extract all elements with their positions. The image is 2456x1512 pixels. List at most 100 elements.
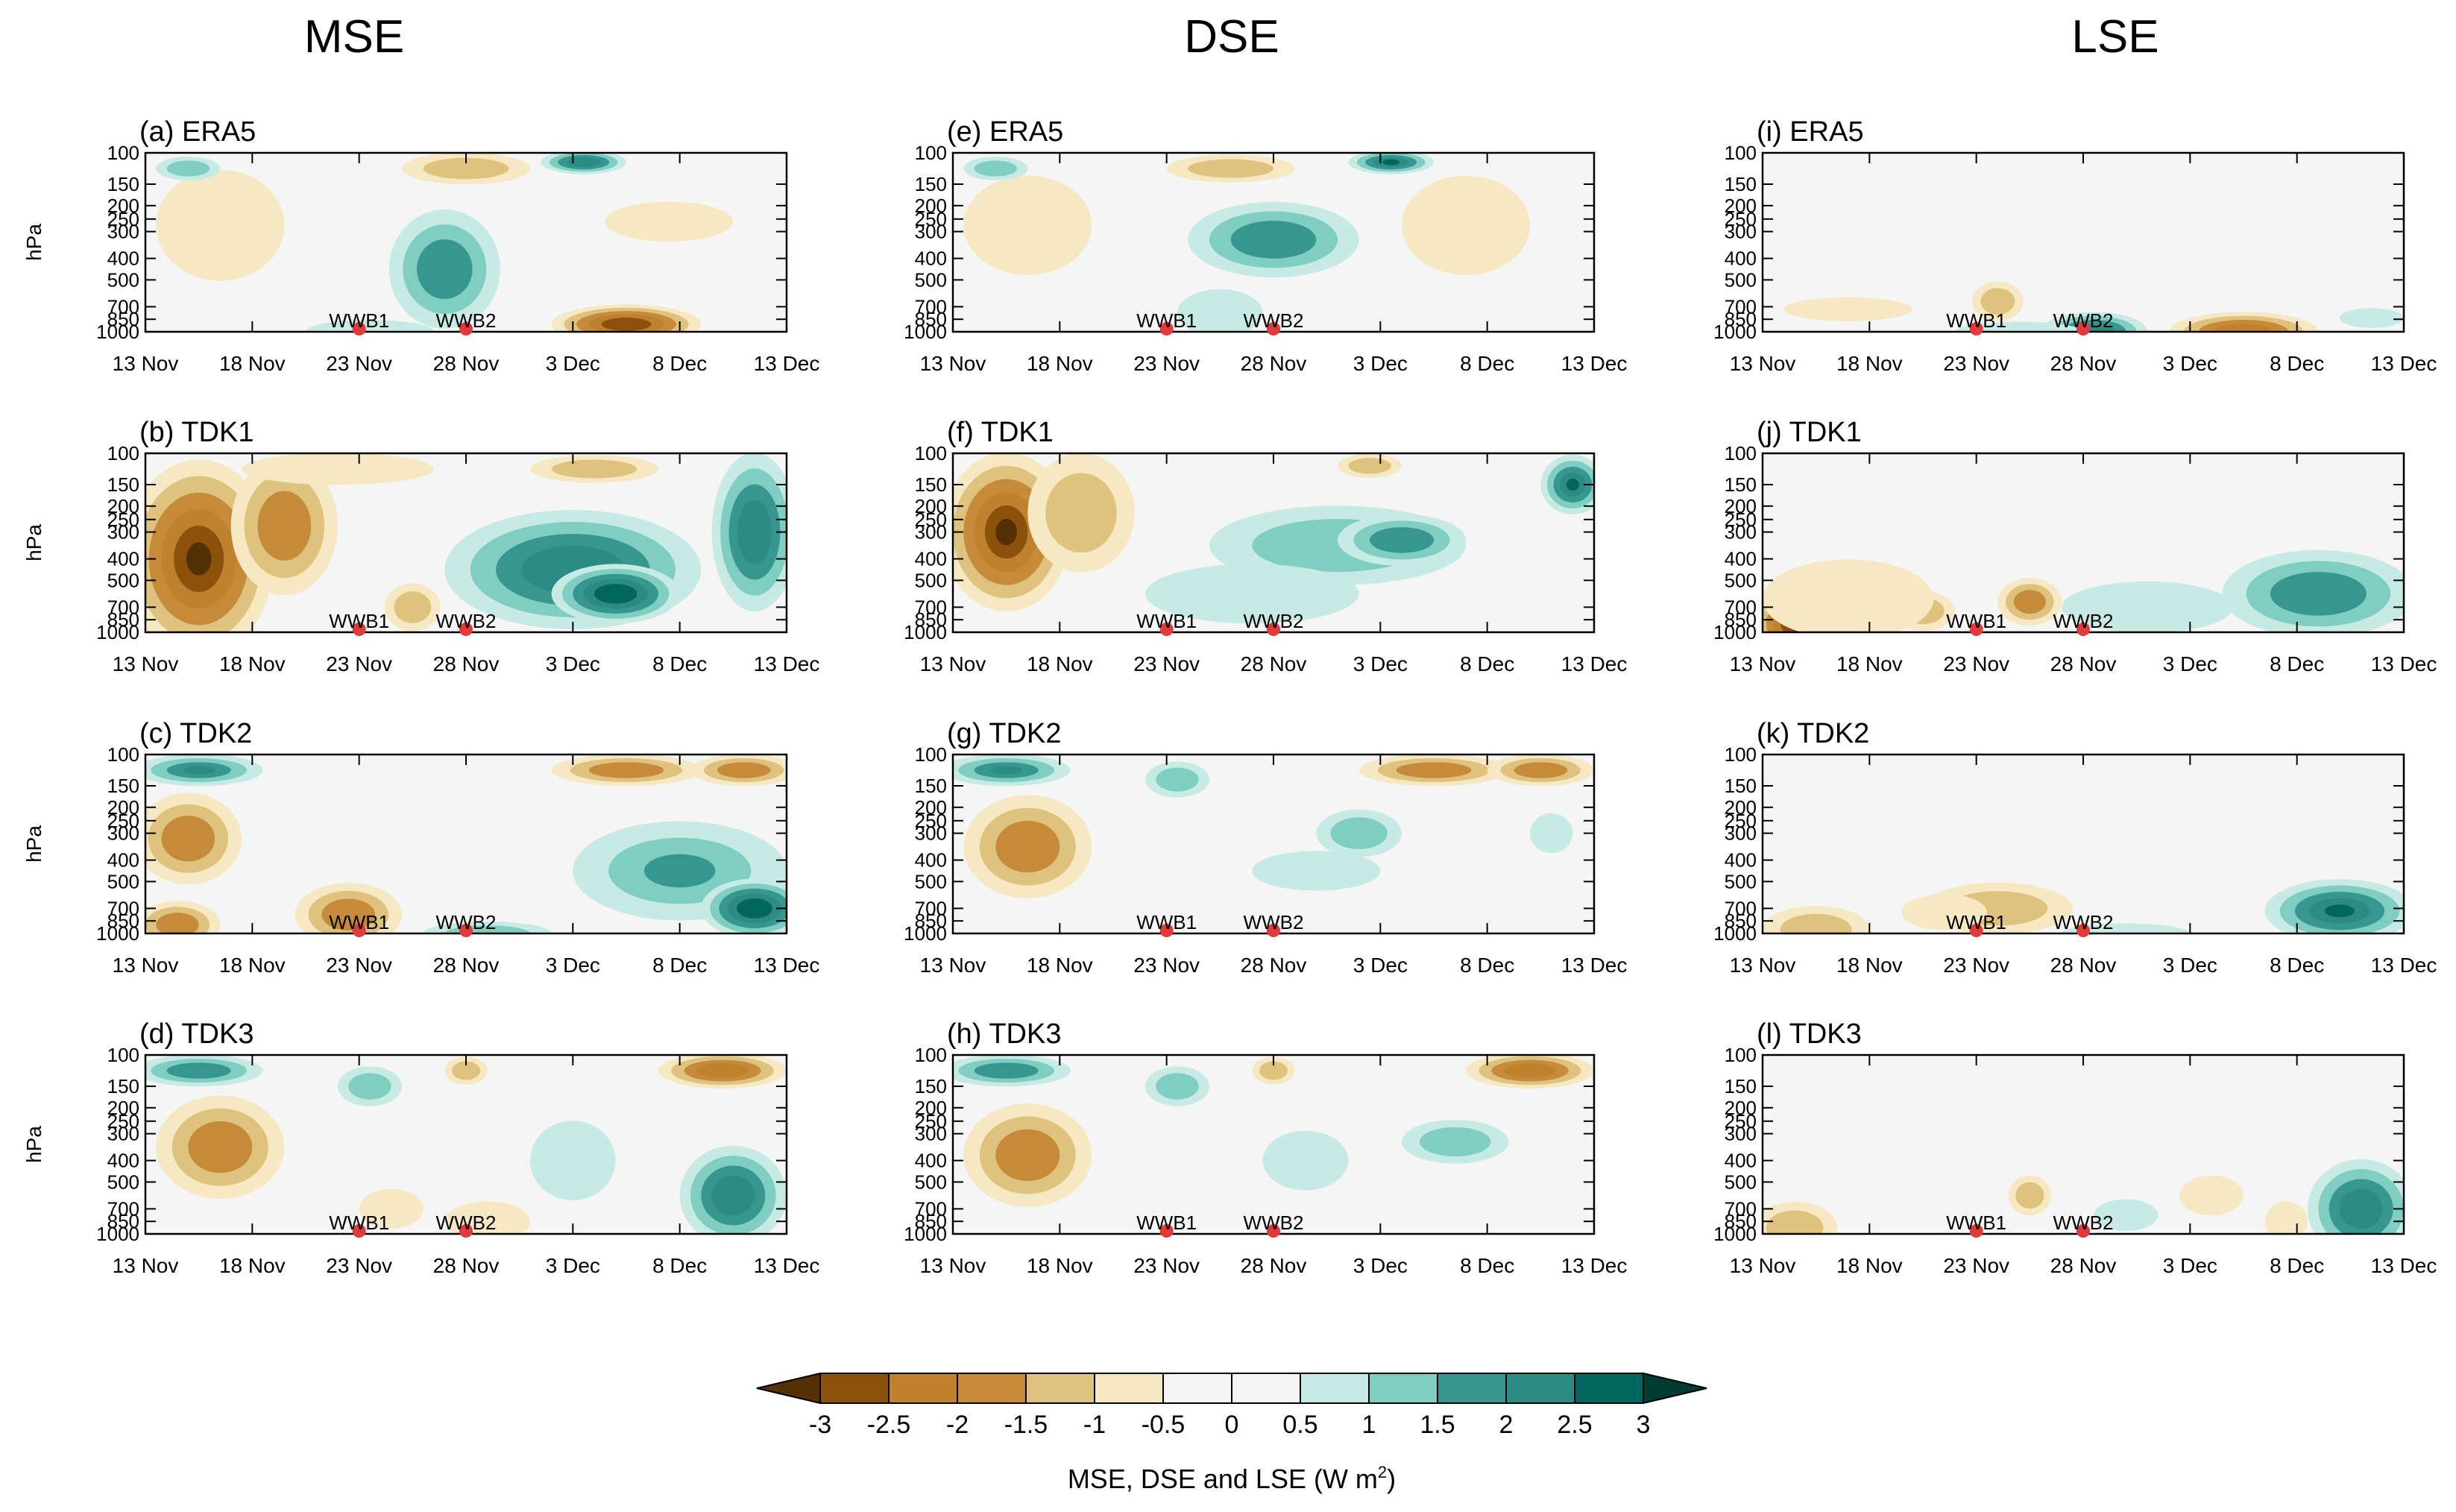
contour-j-5-2 [2104, 594, 2191, 620]
ytick-label: 850 [107, 608, 139, 631]
ytick-label: 500 [107, 569, 139, 591]
xtick-label: 28 Nov [2050, 1254, 2117, 1277]
xtick-label: 3 Dec [546, 652, 600, 675]
colorbar-box-0 [819, 1373, 889, 1404]
ytick-label: 200 [1725, 195, 1757, 217]
event-marker-wwb2 [459, 924, 473, 937]
ytick-label: 700 [915, 897, 947, 919]
event-marker-wwb2 [2076, 623, 2090, 636]
contour-i-5-2 [1987, 327, 2051, 332]
event-label-wwb1: WWB1 [1136, 610, 1197, 632]
event-label-wwb1: WWB1 [329, 610, 389, 632]
event-label-wwb2: WWB2 [436, 610, 497, 632]
xtick-label: 8 Dec [2270, 954, 2324, 977]
xtick-label: 13 Dec [754, 652, 820, 675]
colorbar-title: MSE, DSE and LSE (W m2) [1068, 1463, 1396, 1494]
event-label-wwb2: WWB2 [436, 1212, 497, 1234]
colorbar-box-6 [1231, 1373, 1301, 1404]
contour-l-0-3 [1780, 1219, 1810, 1234]
xtick-label: 13 Dec [1561, 352, 1628, 375]
contour-a-6-3 [177, 164, 199, 173]
contour-g-2-4 [1414, 766, 1453, 775]
colorbar-box-3 [1025, 1373, 1095, 1404]
contour-g-0-4 [990, 766, 1023, 775]
event-marker-wwb2 [1267, 1224, 1280, 1238]
xtick-label: 3 Dec [1353, 1254, 1408, 1277]
ytick-label: 200 [107, 796, 139, 819]
ytick-label: 400 [107, 248, 139, 270]
event-marker-wwb1 [352, 1224, 366, 1238]
xtick-label: 28 Nov [433, 954, 500, 977]
event-marker-wwb2 [2076, 322, 2090, 336]
ytick-label: 300 [107, 822, 139, 845]
event-label-wwb2: WWB2 [2053, 1212, 2114, 1234]
ytick-label: 250 [107, 508, 139, 531]
ytick-label: 400 [107, 849, 139, 872]
event-marker-wwb2 [2076, 1224, 2090, 1238]
ytick-label: 850 [1725, 608, 1757, 631]
colorbar-tick-label: 2.5 [1557, 1411, 1592, 1439]
contour-c-4-4 [607, 766, 646, 775]
xtick-label: 3 Dec [1353, 652, 1408, 675]
anomaly-field [1763, 879, 2404, 933]
ytick-label: 100 [107, 1044, 139, 1066]
contour-e-0-5 [1382, 159, 1400, 166]
ytick-label: 700 [1725, 596, 1757, 618]
ytick-label: 300 [107, 521, 139, 544]
event-label-wwb1: WWB1 [1136, 911, 1197, 933]
ytick-label: 100 [915, 442, 947, 464]
ytick-label: 250 [107, 810, 139, 832]
ytick-label: 1000 [96, 621, 139, 643]
xtick-label: 23 Nov [1133, 1254, 1200, 1277]
xtick-label: 13 Dec [2371, 954, 2437, 977]
xtick-label: 3 Dec [1353, 352, 1408, 375]
contour-h-2-5 [1517, 1067, 1543, 1074]
panel-label: (i) ERA5 [1757, 116, 1864, 148]
colorbar-box-11 [1574, 1373, 1644, 1404]
xtick-label: 13 Nov [113, 652, 179, 675]
xtick-label: 8 Dec [652, 352, 707, 375]
ytick-label: 1000 [904, 321, 947, 343]
ytick-label: 300 [915, 521, 947, 544]
xtick-label: 28 Nov [433, 1254, 500, 1277]
contour-j-4-4 [2294, 582, 2343, 605]
xtick-label: 13 Nov [920, 954, 986, 977]
xtick-label: 3 Dec [2163, 954, 2217, 977]
ytick-label: 100 [915, 743, 947, 766]
event-marker-wwb1 [352, 623, 366, 636]
colorbar-tick-label: 0 [1225, 1411, 1239, 1439]
ytick-label: 200 [915, 796, 947, 819]
xtick-label: 13 Dec [754, 954, 820, 977]
ytick-label: 200 [1725, 495, 1757, 517]
colorbar-box-9 [1437, 1373, 1507, 1404]
event-marker-wwb2 [459, 322, 473, 336]
event-label-wwb1: WWB1 [1946, 309, 2006, 332]
event-marker-wwb1 [1969, 623, 1983, 636]
ytick-label: 150 [915, 173, 947, 195]
contour-d-0-4 [183, 1066, 215, 1075]
xtick-label: 18 Nov [219, 352, 286, 375]
xtick-label: 8 Dec [652, 652, 707, 675]
ytick-label: 150 [107, 775, 139, 797]
colorbar-box-1 [888, 1373, 958, 1404]
contour-b-0-6 [186, 542, 212, 576]
ytick-label: 200 [1725, 1097, 1757, 1119]
xtick-label: 8 Dec [652, 1254, 707, 1277]
ytick-label: 150 [915, 1075, 947, 1097]
contour-d-7-2 [466, 1211, 509, 1232]
ytick-label: 1000 [96, 1223, 139, 1245]
contour-h-1-4 [1011, 1142, 1044, 1168]
ytick-label: 300 [915, 822, 947, 845]
contour-f-5-3 [1358, 462, 1381, 470]
xtick-label: 13 Dec [1561, 1254, 1628, 1277]
xtick-label: 28 Nov [2050, 352, 2117, 375]
anomaly-field [953, 755, 1594, 898]
anomaly-field [145, 1055, 787, 1234]
contour-d-5-5 [722, 1185, 744, 1206]
event-label-wwb1: WWB1 [1946, 1212, 2006, 1234]
contour-i-2-3 [1989, 294, 2006, 309]
